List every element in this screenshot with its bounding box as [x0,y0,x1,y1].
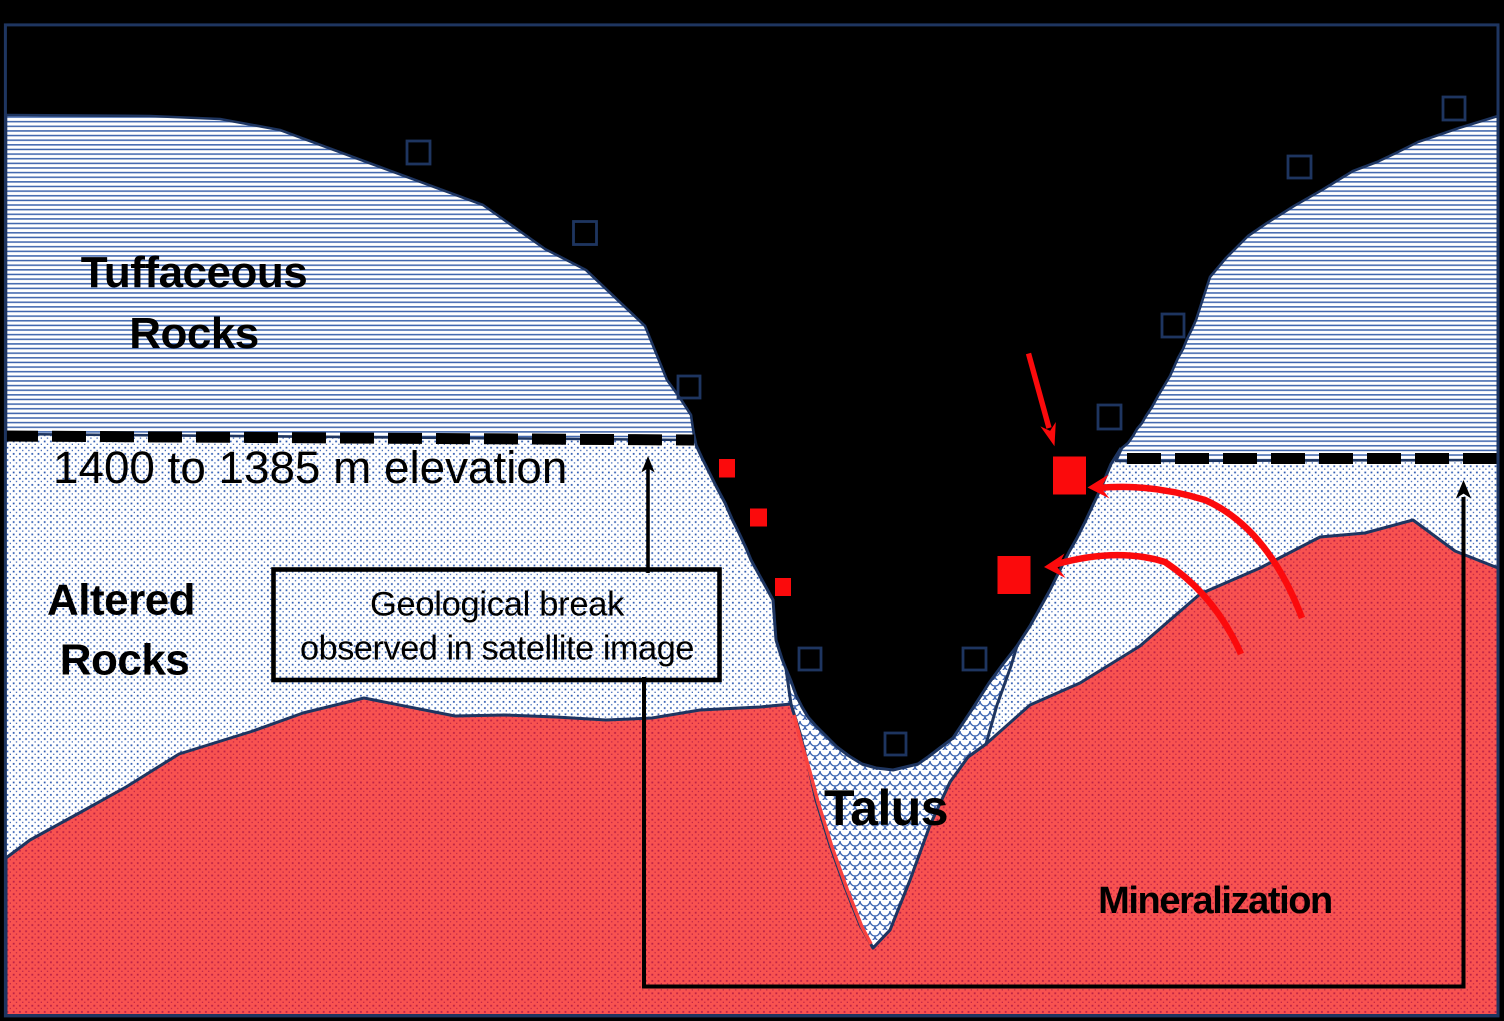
svg-text:Rocks: Rocks [60,636,190,685]
svg-text:Mineralization: Mineralization [1098,880,1332,922]
svg-text:1400 to 1385 m elevation: 1400 to 1385 m elevation [53,442,567,493]
svg-text:observed in satellite image: observed in satellite image [300,630,694,668]
svg-text:Talus: Talus [824,780,948,836]
svg-text:Tuffaceous: Tuffaceous [81,248,307,297]
svg-text:Rocks: Rocks [129,309,259,358]
svg-text:Altered: Altered [47,576,195,625]
svg-text:Geological break: Geological break [370,586,625,624]
